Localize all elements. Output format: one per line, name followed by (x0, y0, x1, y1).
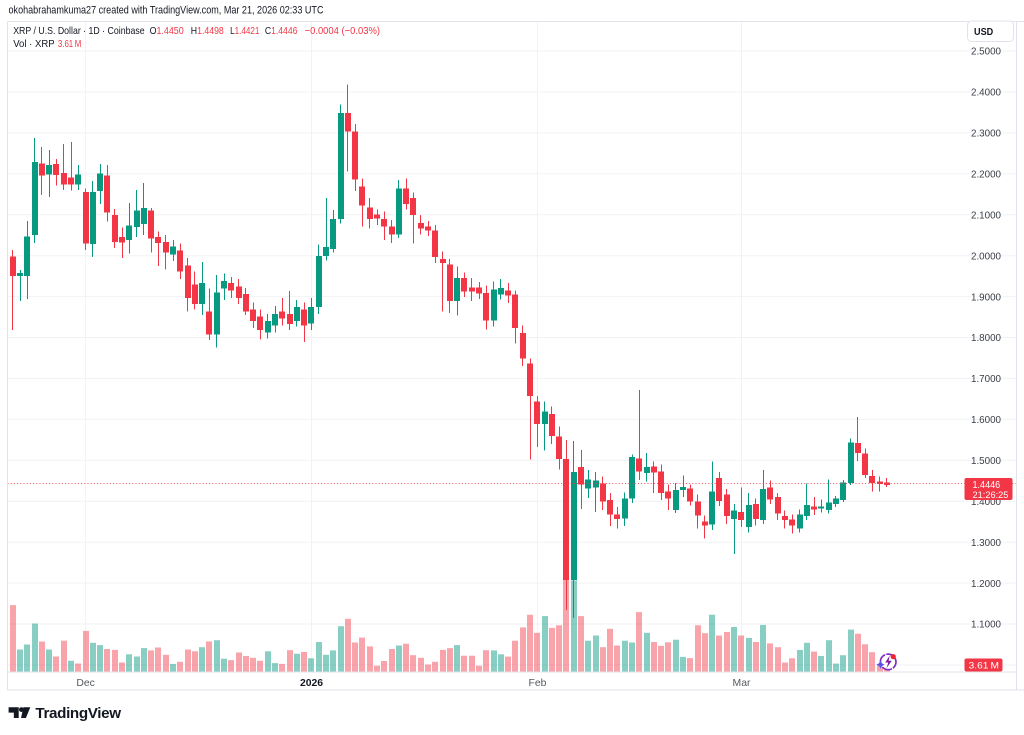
svg-text:2.5000: 2.5000 (971, 47, 1001, 58)
svg-text:okohabrahamkuma27 created with: okohabrahamkuma27 created with TradingVi… (9, 5, 324, 17)
svg-text:1.3000: 1.3000 (971, 538, 1001, 549)
svg-text:Vol · XRP: Vol · XRP (13, 38, 54, 50)
svg-text:3.61 M: 3.61 M (969, 661, 999, 672)
svg-text:1.2000: 1.2000 (971, 579, 1001, 590)
svg-text:2.2000: 2.2000 (971, 170, 1001, 181)
svg-text:1.5000: 1.5000 (971, 456, 1001, 467)
svg-text:21:26:25: 21:26:25 (973, 490, 1009, 500)
svg-text:C1.4446: C1.4446 (265, 25, 298, 37)
svg-text:Feb: Feb (529, 678, 547, 689)
svg-text:1.8000: 1.8000 (971, 333, 1001, 344)
svg-text:1.1000: 1.1000 (971, 620, 1001, 631)
svg-text:2.4000: 2.4000 (971, 88, 1001, 99)
svg-text:2.3000: 2.3000 (971, 129, 1001, 140)
svg-text:USD: USD (974, 26, 994, 38)
svg-text:L1.4421: L1.4421 (230, 25, 259, 37)
svg-text:Mar: Mar (733, 678, 751, 689)
svg-text:1.9000: 1.9000 (971, 292, 1001, 303)
svg-text:2.0000: 2.0000 (971, 251, 1001, 262)
svg-text:1.4446: 1.4446 (973, 480, 1001, 491)
svg-text:−0.0004 (−0.03%): −0.0004 (−0.03%) (305, 25, 380, 37)
svg-text:XRP / U.S. Dollar · 1D · Coinb: XRP / U.S. Dollar · 1D · Coinbase (13, 25, 145, 37)
svg-text:TradingView: TradingView (35, 705, 121, 722)
svg-text:3.61 M: 3.61 M (58, 38, 81, 50)
svg-text:Dec: Dec (76, 678, 94, 689)
svg-text:O1.4450: O1.4450 (150, 25, 184, 37)
svg-text:1.6000: 1.6000 (971, 415, 1001, 426)
svg-text:H1.4498: H1.4498 (191, 25, 224, 37)
svg-text:2.1000: 2.1000 (971, 210, 1001, 221)
svg-text:2026: 2026 (300, 678, 323, 689)
svg-text:1.4000: 1.4000 (971, 497, 1001, 508)
svg-text:1.7000: 1.7000 (971, 374, 1001, 385)
